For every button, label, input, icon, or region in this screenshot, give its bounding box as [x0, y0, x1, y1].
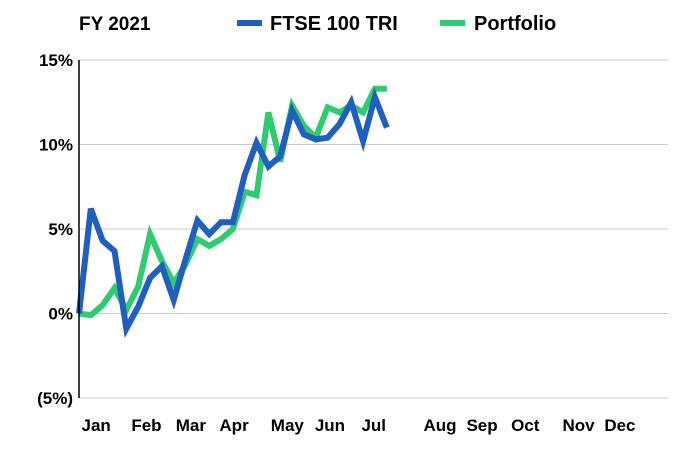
series-line-ftse: [76, 87, 390, 339]
y-tick-label: (5%): [37, 389, 73, 408]
series-lines: [76, 85, 390, 339]
y-tick-label: 5%: [48, 220, 73, 239]
x-axis-ticks: Jan Feb Mar Apr May Jun Jul Aug Sep Oct Nov Dec: [82, 416, 636, 435]
x-tick-label: Mar: [176, 416, 207, 435]
x-tick-label: Nov: [562, 416, 595, 435]
legend-label-portfolio: Portfolio: [474, 13, 556, 35]
series-line-portfolio: [78, 85, 387, 319]
x-tick-label: Oct: [511, 416, 540, 435]
y-axis-ticks: 15% 10% 5% 0% (5%): [37, 51, 73, 408]
x-tick-label: May: [271, 416, 305, 435]
x-tick-label: Jun: [315, 416, 345, 435]
x-tick-label: Sep: [466, 416, 497, 435]
legend-label-ftse: FTSE 100 TRI: [270, 13, 398, 35]
x-tick-label: Aug: [423, 416, 456, 435]
legend: FTSE 100 TRI Portfolio: [237, 13, 556, 35]
y-tick-label: 10%: [39, 136, 73, 155]
x-tick-label: Jan: [82, 416, 111, 435]
chart-title: FY 2021: [79, 14, 151, 35]
gridlines: [79, 59, 668, 399]
x-tick-label: Apr: [219, 416, 249, 435]
x-tick-label: Feb: [131, 416, 161, 435]
y-tick-label: 0%: [48, 305, 73, 324]
x-tick-label: Dec: [604, 416, 635, 435]
x-tick-label: Jul: [361, 416, 386, 435]
y-tick-label: 15%: [39, 51, 73, 70]
